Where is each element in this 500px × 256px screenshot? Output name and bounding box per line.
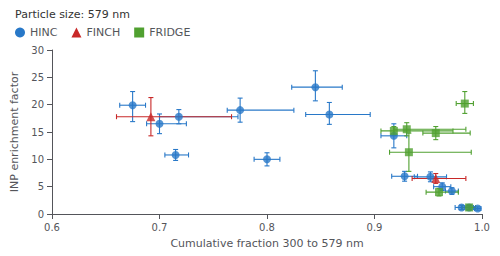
svg-text:Particle size: 579 nm: Particle size: 579 nm: [15, 8, 130, 21]
svg-text:30: 30: [31, 45, 44, 56]
svg-text:0.7: 0.7: [152, 222, 168, 233]
svg-text:0.6: 0.6: [44, 222, 60, 233]
svg-text:5: 5: [38, 181, 44, 192]
svg-text:15: 15: [31, 127, 44, 138]
svg-text:0: 0: [38, 209, 44, 220]
svg-text:1.0: 1.0: [474, 222, 490, 233]
svg-text:10: 10: [31, 154, 44, 165]
svg-text:25: 25: [31, 72, 44, 83]
svg-text:FRIDGE: FRIDGE: [149, 26, 190, 39]
svg-text:0.9: 0.9: [367, 222, 383, 233]
svg-text:Cumulative fraction 300 to 579: Cumulative fraction 300 to 579 nm: [170, 237, 363, 250]
svg-text:INP enrichment factor: INP enrichment factor: [8, 71, 21, 192]
svg-text:HINC: HINC: [30, 26, 58, 39]
svg-text:20: 20: [31, 99, 44, 110]
svg-text:0.8: 0.8: [259, 222, 275, 233]
svg-text:FINCH: FINCH: [86, 26, 120, 39]
